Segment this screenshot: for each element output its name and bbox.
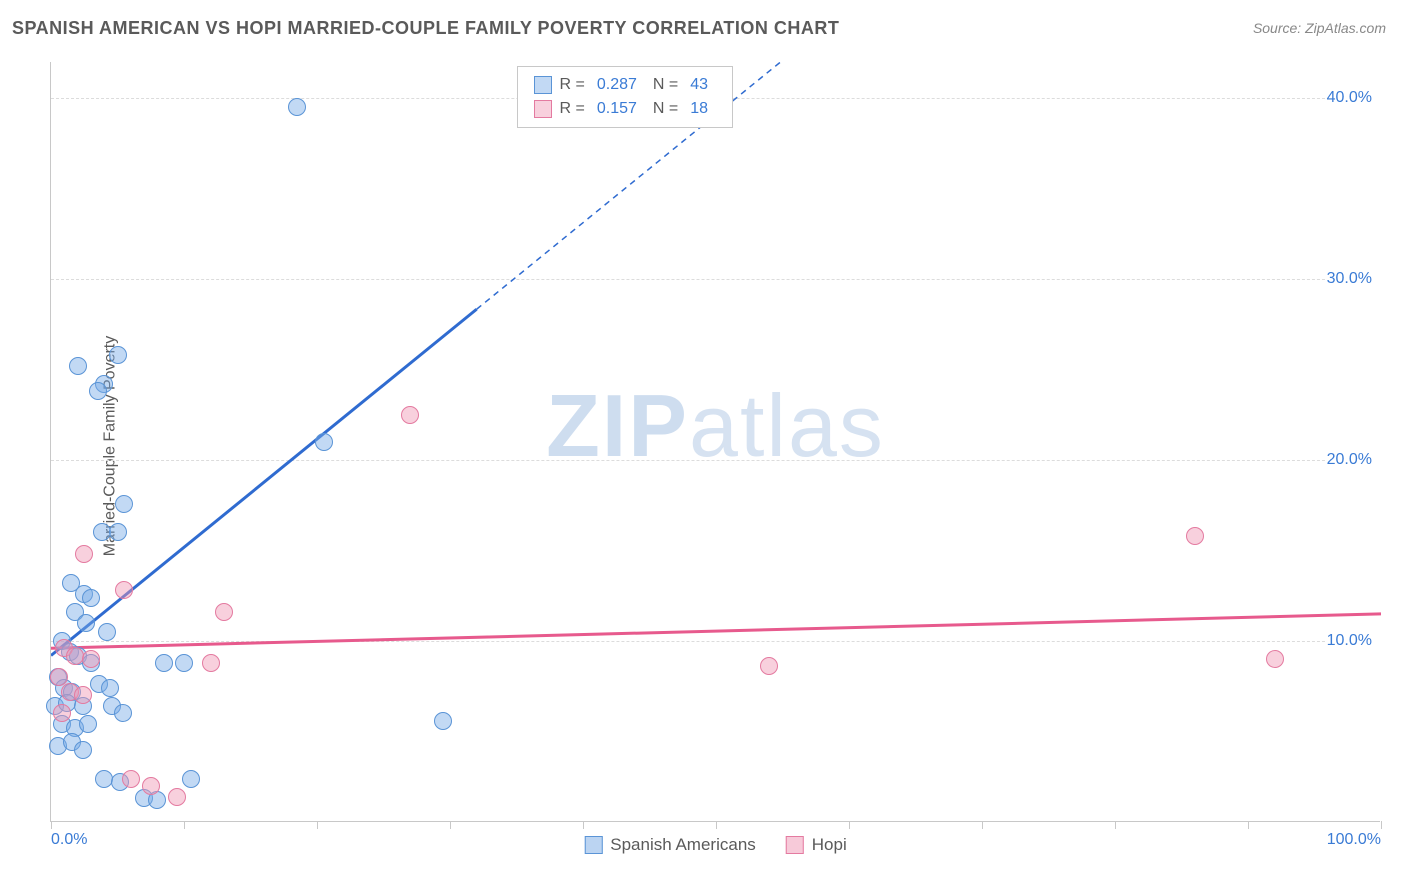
legend: Spanish Americans Hopi xyxy=(584,835,847,855)
data-point xyxy=(1266,650,1284,668)
stats-box: R = 0.287 N = 43 R = 0.157 N = 18 xyxy=(517,66,734,128)
legend-swatch xyxy=(534,76,552,94)
data-point xyxy=(82,650,100,668)
stat-n-label: N = xyxy=(653,97,678,121)
data-point xyxy=(122,770,140,788)
stat-n-value: 18 xyxy=(690,97,708,121)
gridline xyxy=(51,279,1380,280)
x-tick xyxy=(51,821,52,829)
stats-row: R = 0.157 N = 18 xyxy=(534,97,717,121)
data-point xyxy=(288,98,306,116)
data-point xyxy=(109,346,127,364)
x-tick xyxy=(716,821,717,829)
legend-swatch xyxy=(786,836,804,854)
data-point xyxy=(89,382,107,400)
x-tick xyxy=(1381,821,1382,829)
data-point xyxy=(79,715,97,733)
data-point xyxy=(401,406,419,424)
data-point xyxy=(77,614,95,632)
stat-r-label: R = xyxy=(560,97,585,121)
data-point xyxy=(760,657,778,675)
x-tick xyxy=(450,821,451,829)
data-point xyxy=(168,788,186,806)
gridline xyxy=(51,460,1380,461)
legend-item: Spanish Americans xyxy=(584,835,756,855)
stat-r-label: R = xyxy=(560,73,585,97)
legend-swatch xyxy=(584,836,602,854)
regression-layer xyxy=(51,62,1381,822)
data-point xyxy=(175,654,193,672)
x-tick xyxy=(583,821,584,829)
stat-r-value: 0.287 xyxy=(597,73,637,97)
data-point xyxy=(69,357,87,375)
data-point xyxy=(75,545,93,563)
stat-r-value: 0.157 xyxy=(597,97,637,121)
source-attribution: Source: ZipAtlas.com xyxy=(1253,20,1386,36)
legend-label: Hopi xyxy=(812,835,847,855)
data-point xyxy=(1186,527,1204,545)
data-point xyxy=(434,712,452,730)
data-point xyxy=(115,581,133,599)
chart-title: SPANISH AMERICAN VS HOPI MARRIED-COUPLE … xyxy=(12,18,839,39)
x-tick xyxy=(849,821,850,829)
data-point xyxy=(202,654,220,672)
stats-row: R = 0.287 N = 43 xyxy=(534,73,717,97)
x-tick xyxy=(1248,821,1249,829)
x-tick xyxy=(1115,821,1116,829)
data-point xyxy=(155,654,173,672)
data-point xyxy=(114,704,132,722)
data-point xyxy=(115,495,133,513)
x-tick xyxy=(184,821,185,829)
x-tick xyxy=(982,821,983,829)
data-point xyxy=(101,679,119,697)
data-point xyxy=(74,686,92,704)
data-point xyxy=(95,770,113,788)
data-point xyxy=(215,603,233,621)
data-point xyxy=(74,741,92,759)
watermark: ZIPatlas xyxy=(546,375,885,477)
data-point xyxy=(109,523,127,541)
y-tick-label: 10.0% xyxy=(1327,632,1380,650)
y-tick-label: 20.0% xyxy=(1327,451,1380,469)
data-point xyxy=(82,589,100,607)
x-tick-label: 100.0% xyxy=(1327,831,1381,849)
chart-area: ZIPatlas 10.0%20.0%30.0%40.0%0.0%100.0%R… xyxy=(50,62,1380,822)
gridline xyxy=(51,641,1380,642)
stat-n-value: 43 xyxy=(690,73,708,97)
legend-item: Hopi xyxy=(786,835,847,855)
y-tick-label: 40.0% xyxy=(1327,89,1380,107)
data-point xyxy=(142,777,160,795)
legend-label: Spanish Americans xyxy=(610,835,756,855)
x-tick xyxy=(317,821,318,829)
y-tick-label: 30.0% xyxy=(1327,270,1380,288)
stat-n-label: N = xyxy=(653,73,678,97)
data-point xyxy=(182,770,200,788)
data-point xyxy=(315,433,333,451)
legend-swatch xyxy=(534,100,552,118)
data-point xyxy=(98,623,116,641)
x-tick-label: 0.0% xyxy=(51,831,87,849)
data-point xyxy=(66,647,84,665)
data-point xyxy=(53,704,71,722)
